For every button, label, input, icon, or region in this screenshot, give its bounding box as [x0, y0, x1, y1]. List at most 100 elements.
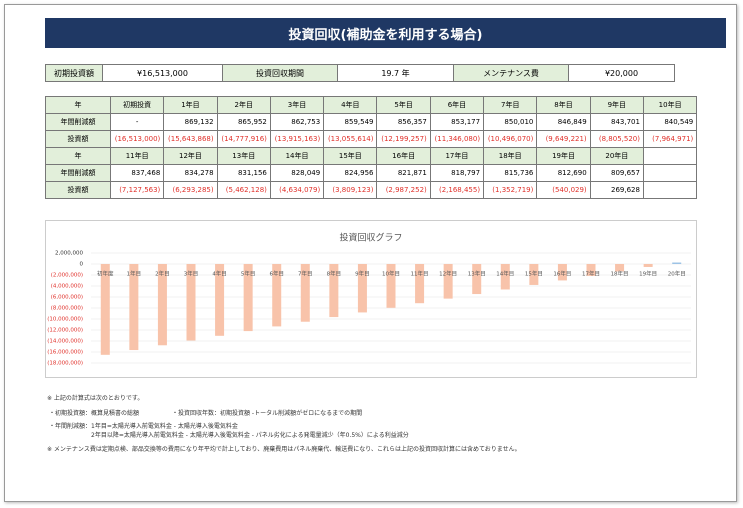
- bar: [243, 264, 253, 332]
- value-cell: (2,168,455): [429, 181, 485, 199]
- x-tick-label: 9年目: [355, 270, 370, 278]
- value-cell: 853,177: [429, 113, 485, 131]
- value-cell: 865,952: [216, 113, 271, 131]
- year-cell: 5年目: [376, 96, 431, 114]
- empty-cell: [642, 164, 698, 182]
- value-cell: (3,809,123): [323, 181, 378, 199]
- value-cell: 859,549: [323, 113, 378, 131]
- row-label: 投資額: [45, 181, 111, 199]
- bar: [215, 264, 225, 336]
- summary-value: ¥16,513,000: [102, 64, 223, 82]
- bar: [472, 264, 482, 295]
- value-cell: 809,657: [589, 164, 644, 182]
- y-tick-label: (16,000,000): [47, 350, 83, 356]
- value-cell: 815,736: [483, 164, 538, 182]
- year-cell: 9年目: [589, 96, 644, 114]
- table-row: 年 11年目 12年目 13年目 14年目 15年目 16年目 17年目 18年目 19年目 20年…: [45, 147, 698, 165]
- y-tick-label: 2,000,000: [55, 251, 83, 257]
- value-cell: (11,346,080): [429, 130, 485, 148]
- table-row: 年間削減額 -869,132 865,952 862,753 859,549 856,35…: [45, 113, 698, 131]
- year-cell: 10年目: [642, 96, 698, 114]
- value-cell: 831,156: [216, 164, 271, 182]
- x-tick-label: 3年目: [184, 270, 199, 278]
- value-cell: (5,462,128): [216, 181, 271, 199]
- bar: [529, 264, 539, 285]
- bar: [586, 264, 596, 276]
- chart-box: 投資回収グラフ 2,000,000 0 (2,000,000) (4,000,000)…: [45, 220, 697, 378]
- value-cell: (8,805,520): [589, 130, 644, 148]
- table-row: 年間削減額 837,468 834,278 831,156 828,049 824,956…: [45, 164, 698, 182]
- year-cell: 7年目: [483, 96, 538, 114]
- value-cell: (1,352,719): [483, 181, 538, 199]
- value-cell: (12,199,257): [376, 130, 431, 148]
- row-label: 年: [45, 96, 111, 114]
- x-tick-label: 5年目: [241, 270, 256, 278]
- bar: [186, 264, 196, 341]
- value-cell: (7,964,971): [642, 130, 698, 148]
- y-tick-label: (6,000,000): [51, 295, 83, 301]
- value-cell: 818,797: [429, 164, 485, 182]
- summary-value: 19.7 年: [337, 64, 454, 82]
- value-cell: 869,132: [163, 113, 218, 131]
- value-cell: (540,029): [536, 181, 591, 199]
- value-cell: 828,049: [269, 164, 325, 182]
- year-cell: 15年目: [323, 147, 378, 165]
- empty-cell: [642, 181, 698, 199]
- x-tick-label: 初年度: [97, 270, 114, 278]
- frame: [4, 4, 737, 502]
- y-tick-label: (2,000,000): [51, 273, 83, 279]
- x-tick-label: 17年目: [582, 270, 600, 278]
- bar: [100, 264, 110, 355]
- value-cell: (6,293,285): [163, 181, 218, 199]
- year-cell: 16年目: [376, 147, 431, 165]
- value-cell: 821,871: [376, 164, 431, 182]
- year-cell: 17年目: [429, 147, 485, 165]
- x-tick-label: 16年目: [553, 270, 571, 278]
- row-label: 年間削減額: [45, 164, 111, 182]
- value-cell: 269,628: [589, 181, 644, 199]
- summary-value: ¥20,000: [568, 64, 675, 82]
- summary-row: 初期投資額 ¥16,513,000 投資回収期間 19.7 年メンテナンス費 ¥20,0…: [45, 64, 675, 82]
- x-tick-label: 13年目: [468, 270, 486, 278]
- note-line: ・年間削減額：1年目=太陽光導入前電気料金 - 太陽光導入後電気料金: [49, 423, 238, 430]
- y-tick-label: (18,000,000): [47, 361, 83, 367]
- value-cell: 840,549: [642, 113, 698, 131]
- year-cell: 18年目: [483, 147, 538, 165]
- note-line: ※ 上記の計算式は次のとおりです。: [47, 395, 144, 402]
- bar: [443, 264, 453, 299]
- bar: [643, 264, 653, 267]
- x-tick-label: 11年目: [411, 270, 429, 278]
- year-cell: 14年目: [269, 147, 325, 165]
- value-cell: 846,849: [536, 113, 591, 131]
- year-cell: 12年目: [163, 147, 218, 165]
- year-cell: 4年目: [323, 96, 378, 114]
- bar: [415, 264, 425, 304]
- value-cell: 862,753: [269, 113, 325, 131]
- data-table: 年初期投資 1年目 2年目 3年目 4年目 5年目 6年目 7年目 8年目 9年目 10年目 年間削減…: [45, 96, 698, 199]
- bar: [500, 264, 510, 290]
- bar: [672, 262, 682, 264]
- chart-title: 投資回収グラフ: [339, 232, 402, 244]
- value-cell: 856,357: [376, 113, 431, 131]
- value-cell: -: [109, 113, 165, 131]
- chart: 投資回収グラフ 2,000,000 0 (2,000,000) (4,000,000)…: [47, 232, 691, 367]
- x-tick-label: 7年目: [298, 270, 313, 278]
- x-tick-label: 12年目: [439, 270, 457, 278]
- value-cell: (4,634,079): [269, 181, 325, 199]
- value-cell: (7,127,563): [109, 181, 165, 199]
- y-tick-label: (4,000,000): [51, 284, 83, 290]
- x-tick-label: 14年目: [496, 270, 514, 278]
- table-row: 投資額 (16,513,000) (15,643,868) (14,777,916)(…: [45, 130, 698, 148]
- table-row: 年初期投資 1年目 2年目 3年目 4年目 5年目 6年目 7年目 8年目 9年目 10年目: [45, 96, 698, 114]
- summary-label: 初期投資額: [45, 64, 103, 82]
- value-cell: (16,513,000): [109, 130, 165, 148]
- year-cell: 20年目: [589, 147, 644, 165]
- bar: [129, 264, 139, 351]
- value-cell: 812,690: [536, 164, 591, 182]
- y-tick-label: (8,000,000): [51, 306, 83, 312]
- x-tick-label: 8年目: [327, 270, 342, 278]
- empty-cell: [642, 147, 698, 165]
- year-cell: 11年目: [109, 147, 165, 165]
- year-cell: 2年目: [216, 96, 271, 114]
